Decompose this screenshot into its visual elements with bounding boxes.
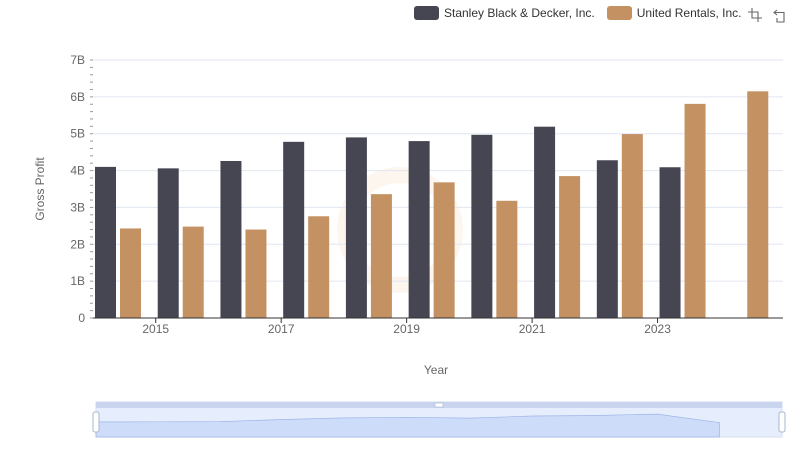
y-tick-labels: 0 1B 2B 3B 4B 5B 6B 7B (70, 53, 85, 325)
bars (95, 91, 769, 318)
data-zoom-slider[interactable] (92, 401, 786, 438)
y-tick-label: 1B (70, 274, 85, 288)
toolbox (747, 7, 789, 23)
bar-united-2018[interactable] (370, 194, 392, 318)
bar-stanley-2017[interactable] (283, 141, 305, 318)
legend: Stanley Black & Decker, Inc. United Rent… (414, 4, 741, 22)
legend-item-stanley[interactable]: Stanley Black & Decker, Inc. (414, 6, 595, 20)
y-tick-label: 2B (70, 237, 85, 251)
legend-label-united: United Rentals, Inc. (636, 6, 742, 20)
bar-united-2024[interactable] (747, 91, 769, 318)
bar-united-2014[interactable] (120, 228, 141, 318)
y-tick-label: 6B (70, 90, 85, 104)
data-zoom-drag-grip[interactable] (434, 402, 444, 408)
bar-united-2020[interactable] (496, 200, 518, 318)
y-tick-label: 4B (70, 164, 85, 178)
bar-stanley-2014[interactable] (95, 166, 116, 318)
bar-stanley-2022[interactable] (596, 160, 618, 318)
data-zoom-preview-area (95, 413, 720, 438)
x-tick-labels: 2015 2017 2019 2021 2023 (142, 318, 671, 336)
y-tick-label: 7B (70, 53, 85, 67)
legend-item-united[interactable]: United Rentals, Inc. (606, 6, 742, 20)
bar-stanley-2021[interactable] (534, 126, 556, 318)
bar-united-2015[interactable] (182, 226, 204, 318)
zoom-select-icon[interactable] (747, 7, 763, 23)
y-tick-label: 5B (70, 127, 85, 141)
data-zoom-right-handle[interactable] (778, 411, 786, 433)
x-tick-label: 2017 (268, 322, 295, 336)
bar-stanley-2019[interactable] (408, 141, 430, 318)
y-axis-title: Gross Profit (33, 157, 47, 221)
bar-stanley-2016[interactable] (220, 160, 242, 318)
y-axis-minor-ticks (90, 59, 93, 319)
bar-stanley-2018[interactable] (345, 137, 367, 318)
bar-stanley-2015[interactable] (157, 168, 179, 318)
legend-swatch-stanley (414, 6, 439, 20)
bar-united-2022[interactable] (621, 134, 643, 318)
x-tick-label: 2015 (142, 322, 169, 336)
bar-united-2019[interactable] (433, 182, 455, 318)
data-zoom-left-handle[interactable] (92, 411, 100, 433)
bar-united-2021[interactable] (559, 176, 581, 318)
x-tick-label: 2021 (519, 322, 546, 336)
bar-united-2023[interactable] (684, 103, 706, 318)
bar-stanley-2023[interactable] (659, 167, 681, 318)
bar-united-2016[interactable] (245, 229, 267, 318)
y-tick-label: 3B (70, 200, 85, 214)
watermark-logo (337, 167, 463, 293)
legend-label-stanley: Stanley Black & Decker, Inc. (444, 6, 595, 20)
y-tick-label: 0 (78, 311, 85, 325)
zoom-reset-icon[interactable] (773, 7, 789, 23)
bar-united-2017[interactable] (308, 216, 330, 318)
x-tick-label: 2019 (393, 322, 420, 336)
x-tick-label: 2023 (644, 322, 671, 336)
x-axis-title: Year (424, 363, 448, 377)
bar-stanley-2020[interactable] (471, 134, 493, 318)
legend-swatch-united (606, 6, 632, 20)
